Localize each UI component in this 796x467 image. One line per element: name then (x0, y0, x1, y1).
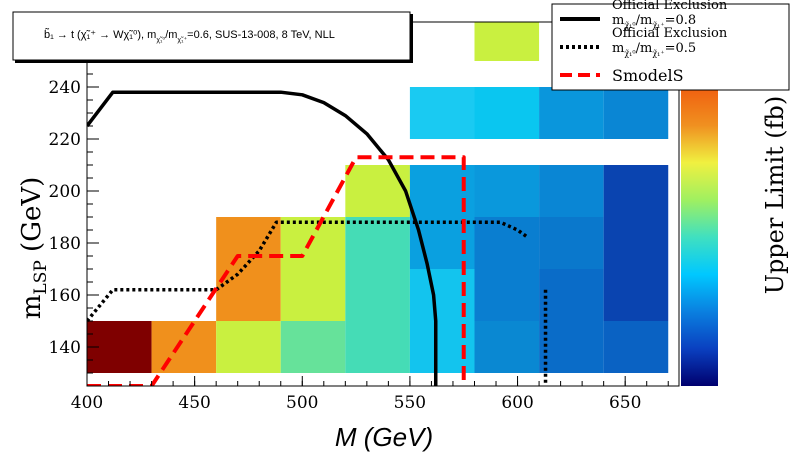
legend-item-2-top: Official Exclusion (612, 26, 728, 41)
heatmap-cell-23 (345, 165, 410, 217)
legend: Official Exclusion mχ̃₁⁰/mχ̃₁⁺=0.8 Offic… (551, 0, 790, 91)
heatmap-cell-10 (280, 269, 346, 321)
exclusion-curve-dashed-3 (87, 155, 466, 386)
legend-item-2-label: mχ̃₁⁰/mχ̃₁⁺=0.5 (612, 41, 696, 58)
heatmap-cell-15 (603, 269, 669, 321)
x-axis-label: M (GeV) (335, 422, 433, 452)
heatmap-cell-8 (603, 321, 669, 373)
heatmap-cell-6 (474, 321, 540, 373)
heatmap-cell-26 (539, 165, 604, 217)
x-tick-label-4: 600 (501, 393, 533, 413)
heatmap-cell-21 (539, 217, 604, 269)
heatmap-cell-20 (474, 217, 540, 269)
heatmap-cell-9 (216, 269, 281, 321)
title-box (12, 11, 411, 61)
x-tick-label-1: 450 (178, 393, 210, 413)
colorbar-label: Upper Limit (fb) (761, 96, 789, 295)
chart-title: b̃₁ → t (χ̃₁⁺ → Wχ̃₁⁰), mχ̃₁⁰/mχ̃₁⁺=0.6,… (44, 28, 335, 44)
heatmap-cell-29 (474, 87, 540, 139)
exclusion-curve-dotted-1 (87, 220, 530, 323)
heatmap-cell-1 (151, 321, 217, 373)
y-axis-label: mLSP (GeV) (17, 177, 51, 320)
title-box-shadow (15, 60, 412, 63)
y-tick-label-3: 200 (49, 182, 81, 202)
x-tick-label-3: 550 (394, 393, 426, 413)
heatmap-cell-22 (603, 217, 669, 269)
y-tick-label-0: 140 (49, 338, 81, 358)
heatmap-cell-25 (474, 165, 540, 217)
heatmap-cell-28 (409, 87, 475, 139)
heatmap-cell-4 (345, 321, 410, 373)
heatmap-cell-7 (539, 321, 604, 373)
y-tick-label-5: 240 (49, 78, 81, 98)
exclusion-curve-solid-0 (87, 90, 438, 386)
colorbar (681, 88, 718, 386)
y-tick-label-1: 160 (49, 286, 81, 306)
y-tick-label-4: 220 (49, 130, 81, 150)
heatmap-cell-27 (603, 165, 669, 217)
y-tick-label-2: 180 (49, 234, 81, 254)
x-tick-label-2: 500 (286, 393, 318, 413)
heatmap-cells (87, 22, 669, 373)
heatmap-cell-13 (474, 269, 540, 321)
exclusion-curves (87, 90, 548, 386)
heatmap-cell-3 (280, 321, 346, 373)
heatmap-cell-17 (280, 217, 346, 269)
x-tick-label-0: 400 (71, 393, 103, 413)
heatmap-cell-31 (603, 87, 669, 139)
heatmap-cell-18 (345, 217, 410, 269)
heatmap-cell-2 (216, 321, 281, 373)
legend-item-3-label: SmodelS (612, 66, 684, 85)
heatmap-cell-11 (345, 269, 410, 321)
heatmap-cell-14 (539, 269, 604, 321)
x-tick-label-5: 650 (609, 393, 641, 413)
heatmap-cell-32 (474, 22, 540, 61)
legend-item-1-top: Official Exclusion (612, 0, 728, 13)
heatmap-cell-30 (539, 87, 604, 139)
legend-item-1-label: mχ̃₁⁰/mχ̃₁⁺=0.8 (612, 13, 696, 30)
title-box-shadow-right (410, 14, 413, 63)
